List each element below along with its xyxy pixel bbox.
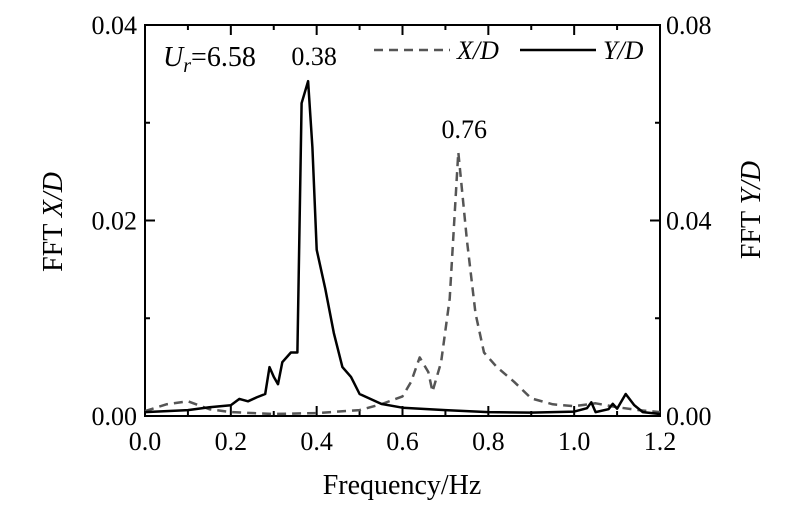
y-right-tick-label-1: 0.04 (666, 207, 712, 236)
tick-labels: 0.0 0.2 0.4 0.6 0.8 1.0 1.20.000.020.040.000.0… (92, 11, 712, 456)
x-tick-label-0: 0.0 (129, 427, 162, 456)
series-line-0 (144, 150, 661, 416)
series-layer (144, 79, 661, 416)
peak-label-xd: 0.76 (442, 115, 488, 144)
x-tick-label-4: 0.8 (472, 427, 505, 456)
x-tick-label-3: 0.6 (386, 427, 419, 456)
peak-label-yd: 0.38 (291, 42, 337, 71)
y-axis-left-title: FFT X/D (38, 172, 69, 272)
x-tick-label-2: 0.4 (300, 427, 333, 456)
legend-label-xd: X/D (456, 36, 499, 65)
y-left-tick-label-1: 0.02 (92, 207, 138, 236)
x-tick-label-5: 1.0 (558, 427, 591, 456)
y-left-tick-label-2: 0.04 (92, 11, 138, 40)
y-right-tick-label-2: 0.08 (666, 11, 712, 40)
series-line-1 (144, 79, 661, 416)
axis-ticks (144, 24, 661, 417)
x-tick-label-6: 1.2 (644, 427, 677, 456)
plot-frame (144, 24, 661, 417)
legend-label-yd: Y/D (603, 36, 644, 65)
legend: X/D Y/D (374, 36, 644, 65)
x-axis-title: Frequency/Hz (323, 470, 482, 501)
y-right-tick-label-0: 0.00 (666, 402, 712, 431)
y-left-tick-label-0: 0.00 (92, 402, 138, 431)
x-tick-label-1: 0.2 (215, 427, 248, 456)
y-axis-right-title: FFT Y/D (736, 161, 767, 259)
reduced-velocity-annotation: Ur=6.58 (163, 42, 256, 77)
